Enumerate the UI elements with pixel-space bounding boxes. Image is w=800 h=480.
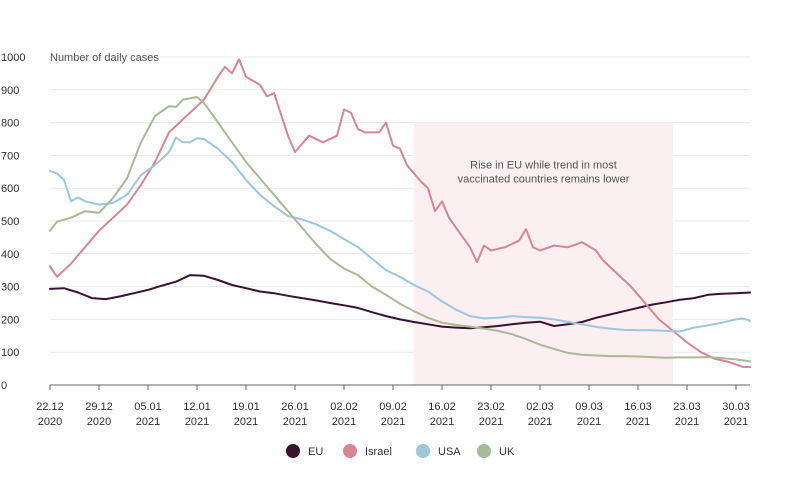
x-tick-year: 2021 bbox=[234, 416, 258, 428]
y-tick-label: 600 bbox=[1, 183, 19, 195]
x-tick-year: 2021 bbox=[626, 416, 650, 428]
y-tick-label: 200 bbox=[1, 314, 19, 326]
x-tick-year: 2021 bbox=[528, 416, 552, 428]
x-tick-year: 2020 bbox=[38, 416, 62, 428]
series-line-israel bbox=[49, 58, 751, 368]
series-line-usa bbox=[49, 136, 751, 333]
annotation-text-line2: vaccinated countries remains lower bbox=[458, 174, 630, 186]
x-tick-year: 2021 bbox=[381, 416, 405, 428]
x-tick-year: 2021 bbox=[675, 416, 699, 428]
series-lines bbox=[49, 58, 751, 368]
x-tick-year: 2021 bbox=[332, 416, 356, 428]
x-tick-label: 22.12 bbox=[36, 401, 64, 413]
x-tick-label: 05.01 bbox=[134, 401, 162, 413]
legend-label-usa: USA bbox=[438, 446, 461, 458]
series-line-eu bbox=[49, 274, 751, 330]
x-axis: 22.12 2020 29.12 2020 05.01 2021 12.01 2021 19.0… bbox=[36, 384, 750, 428]
y-tick-label: 0 bbox=[1, 380, 7, 392]
x-tick-year: 2021 bbox=[283, 416, 307, 428]
legend-label-israel: Israel bbox=[365, 446, 392, 458]
x-tick-label: 19.01 bbox=[232, 401, 260, 413]
x-tick-label: 23.03 bbox=[673, 401, 701, 413]
x-tick-label: 29.12 bbox=[85, 401, 113, 413]
x-tick-label: 09.02 bbox=[379, 401, 407, 413]
legend-marker-eu bbox=[286, 444, 300, 458]
legend-label-uk: UK bbox=[499, 446, 515, 458]
x-tick-year: 2020 bbox=[87, 416, 111, 428]
y-tick-label: 900 bbox=[1, 85, 19, 97]
legend-marker-usa bbox=[416, 444, 430, 458]
y-tick-label: 1000 bbox=[1, 52, 25, 64]
x-tick-label: 16.02 bbox=[428, 401, 456, 413]
x-tick-year: 2021 bbox=[185, 416, 209, 428]
x-tick-year: 2021 bbox=[430, 416, 454, 428]
legend-marker-israel bbox=[343, 444, 357, 458]
legend: EU Israel USA UK bbox=[286, 444, 515, 458]
legend-marker-uk bbox=[477, 444, 491, 458]
x-tick-label: 23.02 bbox=[477, 401, 505, 413]
y-tick-label: 400 bbox=[1, 249, 19, 261]
y-axis-label: Number of daily cases bbox=[50, 52, 159, 64]
x-tick-label: 26.01 bbox=[281, 401, 309, 413]
y-tick-labels: 0 100 200 300 400 500 600 700 800 900 1000 bbox=[1, 52, 25, 392]
y-tick-label: 300 bbox=[1, 282, 19, 294]
y-tick-label: 800 bbox=[1, 118, 19, 130]
x-tick-label: 02.03 bbox=[526, 401, 554, 413]
x-tick-year: 2021 bbox=[724, 416, 748, 428]
legend-label-eu: EU bbox=[308, 446, 323, 458]
y-tick-label: 100 bbox=[1, 347, 19, 359]
x-tick-year: 2021 bbox=[577, 416, 601, 428]
x-tick-label: 02.02 bbox=[330, 401, 358, 413]
y-tick-label: 700 bbox=[1, 150, 19, 162]
x-tick-label: 30.03 bbox=[722, 401, 750, 413]
x-tick-label: 09.03 bbox=[575, 401, 603, 413]
x-tick-year: 2021 bbox=[136, 416, 160, 428]
x-tick-label: 16.03 bbox=[624, 401, 652, 413]
series-line-uk bbox=[49, 96, 751, 363]
annotation-text-line1: Rise in EU while trend in most bbox=[470, 160, 617, 172]
x-tick-label: 12.01 bbox=[183, 401, 211, 413]
y-tick-label: 500 bbox=[1, 216, 19, 228]
annotation-band bbox=[414, 122, 673, 385]
annotation-rect bbox=[414, 122, 673, 385]
x-tick-year: 2021 bbox=[479, 416, 503, 428]
